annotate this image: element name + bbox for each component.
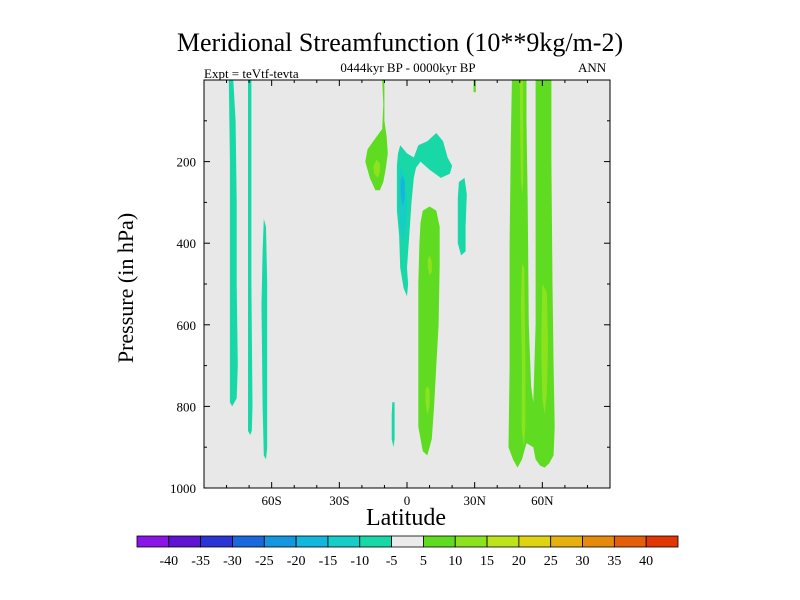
contour-region bbox=[427, 255, 432, 276]
season-label: ANN bbox=[578, 60, 607, 75]
contour-region bbox=[228, 80, 238, 407]
contour-region bbox=[520, 263, 526, 448]
plot-axes: 60S 30S 0 30N 60N 200 400 600 800 1000 bbox=[170, 79, 611, 508]
contour-region bbox=[396, 133, 453, 297]
contour-region bbox=[261, 218, 268, 460]
x-tick-label: 0 bbox=[404, 493, 411, 508]
contour-region bbox=[400, 175, 405, 207]
y-tick-label: 600 bbox=[177, 318, 197, 333]
x-tick-label: 60S bbox=[262, 493, 282, 508]
y-tick-label: 800 bbox=[177, 399, 197, 414]
contour-region bbox=[365, 80, 388, 191]
contour-region bbox=[373, 159, 380, 178]
x-axis-label: Latitude bbox=[366, 505, 446, 531]
contour-region bbox=[519, 80, 524, 195]
contour-region bbox=[248, 80, 253, 435]
contour-region bbox=[541, 284, 548, 415]
contour-region bbox=[391, 402, 395, 448]
contour-region bbox=[473, 80, 476, 93]
x-tick-label: 60N bbox=[531, 493, 554, 508]
contour-region bbox=[418, 206, 440, 456]
x-tick-label: 30N bbox=[463, 493, 486, 508]
y-tick-label: 200 bbox=[177, 155, 197, 170]
y-tick-label: 400 bbox=[177, 236, 197, 251]
contour-region bbox=[425, 386, 430, 415]
chart-subtitle: 0444kyr BP - 0000kyr BP bbox=[340, 60, 476, 75]
contour-region bbox=[457, 177, 467, 256]
y-tick-label: 1000 bbox=[170, 481, 196, 496]
contour-fill-layer bbox=[204, 80, 610, 488]
chart-title: Meridional Streamfunction (10**9kg/m-2) bbox=[176, 28, 624, 57]
x-tick-label: 30S bbox=[329, 493, 349, 508]
experiment-label: Expt = teVtf-tevta bbox=[204, 66, 299, 81]
